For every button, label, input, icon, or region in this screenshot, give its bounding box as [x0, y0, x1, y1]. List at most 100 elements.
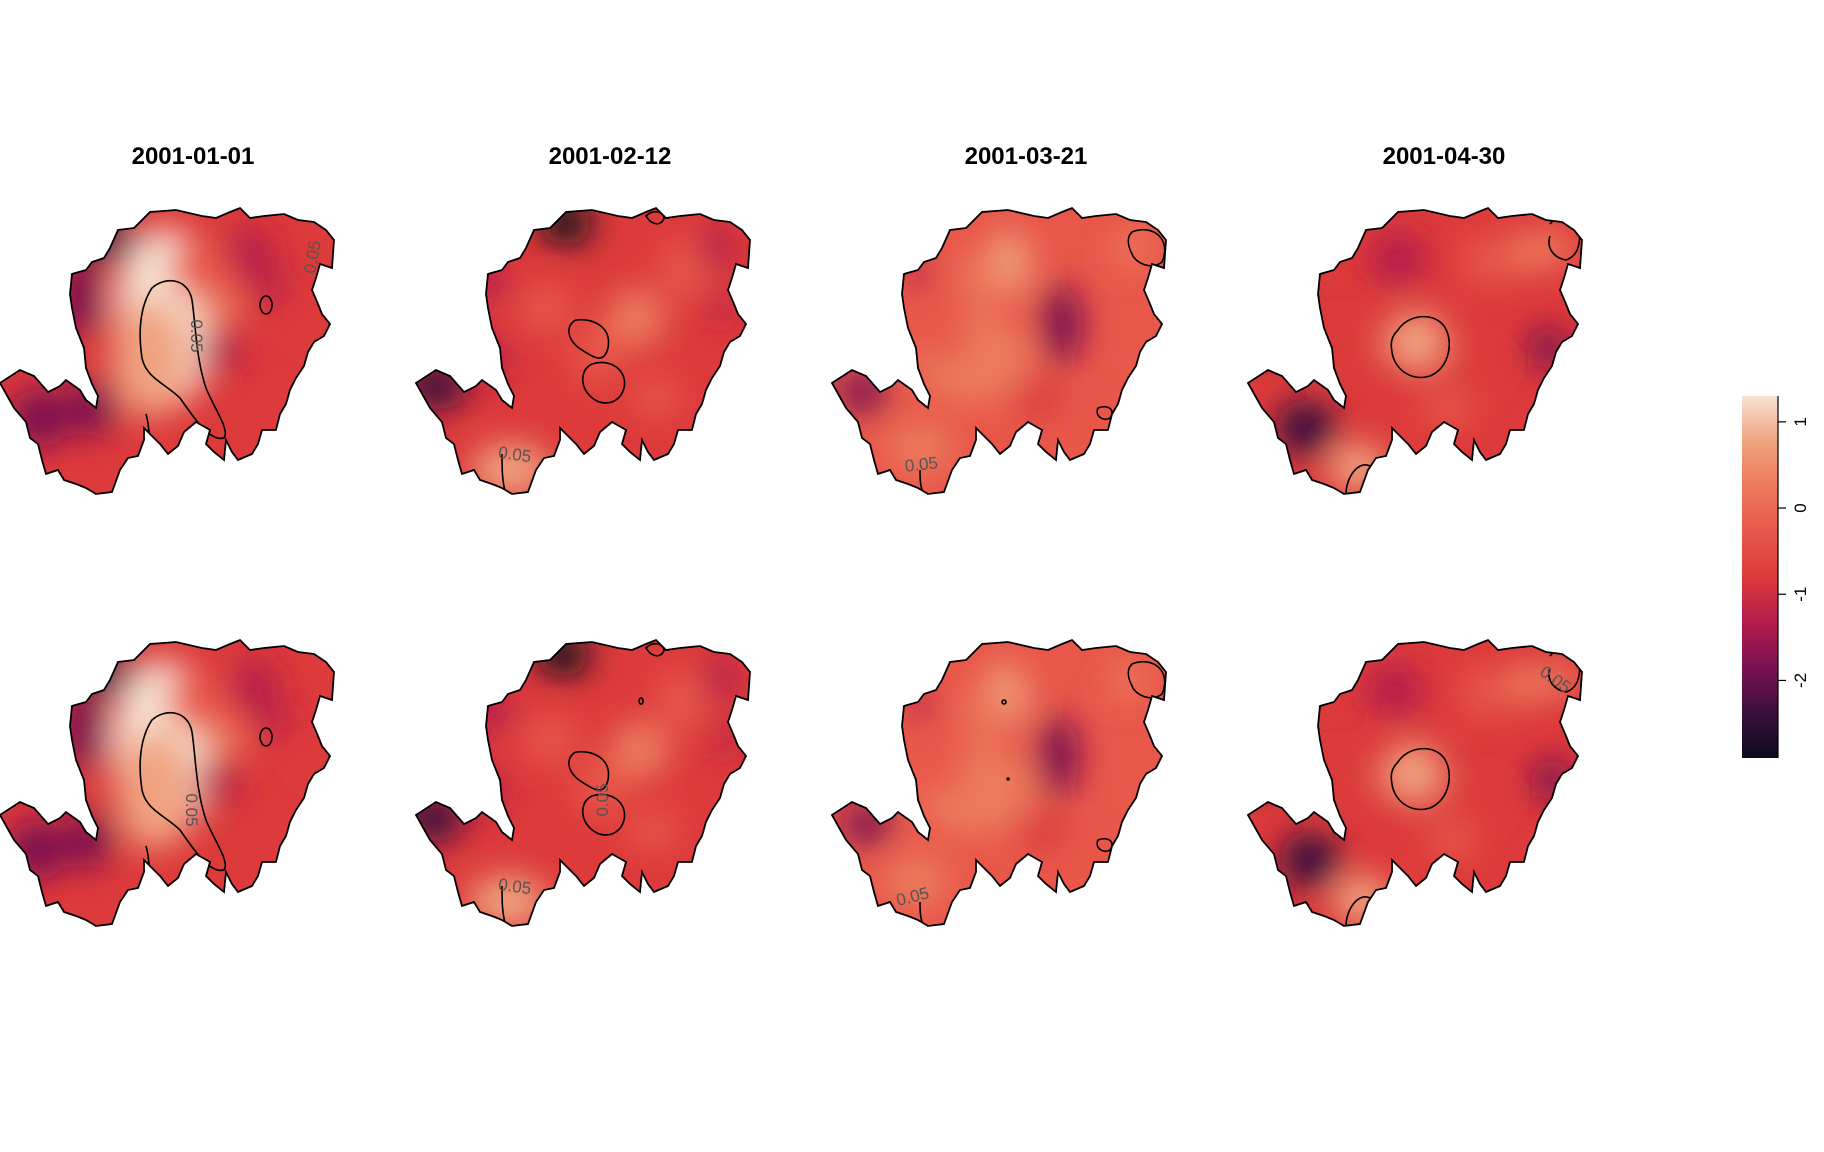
map-panel-2-2001-02-12: 0.05 0.05 — [414, 638, 751, 927]
legend-colorbar — [1742, 396, 1778, 758]
surface-fill — [416, 640, 750, 926]
region-boundary — [414, 638, 751, 927]
legend-tick-label: -1 — [1791, 587, 1810, 602]
legend-tick-label: -2 — [1791, 673, 1810, 688]
contour-line — [1001, 699, 1007, 705]
surface-patch — [540, 208, 592, 245]
contour-label: 0.05 — [904, 453, 939, 475]
surface-patch — [702, 658, 738, 702]
region-boundary — [0, 206, 335, 495]
surface-patch — [913, 742, 965, 794]
surface-patch — [258, 702, 290, 738]
contour-line — [644, 210, 665, 225]
surface-patch — [886, 422, 954, 474]
region-boundary — [830, 638, 1167, 927]
contour-line — [581, 793, 626, 836]
surface-patch — [1065, 834, 1105, 866]
contour-label: 0.05 — [497, 443, 532, 466]
surface-fill — [0, 640, 334, 926]
contour-line — [644, 642, 665, 657]
surface-patch — [1426, 820, 1478, 860]
surface-patch — [916, 310, 968, 362]
map-panel-1-2001-04-30 — [1246, 206, 1583, 495]
surface-patch — [1309, 754, 1361, 806]
surface-patch — [58, 258, 102, 338]
surface-patch — [1012, 378, 1064, 418]
surface-patch — [962, 684, 1010, 736]
surface-patch — [197, 760, 241, 804]
contour-line — [568, 318, 610, 359]
surface-patch — [198, 288, 242, 328]
surface-patch — [10, 388, 70, 448]
surface-patch — [576, 758, 624, 818]
surface-patch — [610, 720, 670, 780]
map-panel-2-2001-03-21: 0.05 — [830, 638, 1167, 927]
surface-patch — [1039, 716, 1079, 796]
legend-tick-label: 0 — [1791, 503, 1810, 512]
surface-patch — [883, 854, 951, 906]
contour-line — [259, 295, 273, 315]
surface-patch — [1462, 234, 1514, 286]
surface-patch — [200, 328, 244, 372]
contour-lines — [919, 660, 1166, 926]
contour-line — [259, 727, 273, 747]
surface-patch — [1507, 662, 1547, 706]
contour-line — [139, 711, 227, 872]
surface-patch — [1422, 388, 1474, 428]
contour-line — [1390, 747, 1451, 811]
map-panel-2-2001-04-30: 0.05 — [1246, 638, 1583, 927]
surface-patch — [226, 227, 274, 279]
surface-patch — [1248, 710, 1295, 786]
surface-patch — [202, 720, 246, 760]
surface-patch — [1280, 832, 1340, 888]
surface-patch — [230, 659, 278, 711]
surface-patch — [1460, 778, 1504, 822]
panel-title-2001-04-30: 2001-04-30 — [1383, 143, 1506, 170]
contour-line — [1096, 837, 1113, 853]
map-panel-1-2001-02-12: 0.05 — [414, 206, 751, 495]
surface-patch — [1042, 284, 1082, 364]
surface-patch — [296, 308, 324, 348]
contour-label: 0.05 — [593, 783, 612, 816]
contour-line — [1006, 777, 1010, 781]
legend-tick-label: 1 — [1791, 417, 1810, 426]
surface-patch — [1456, 346, 1500, 390]
surface-patch — [1459, 666, 1511, 718]
map-panel-1-2001-01-01: 0.050.05 — [0, 206, 335, 495]
color-legend: 1 0 -1 -2 — [1742, 396, 1810, 758]
panel-title-2001-02-12: 2001-02-12 — [549, 143, 672, 170]
surface-patch — [1540, 230, 1576, 266]
surface-patch — [453, 260, 509, 300]
map-panel-2-2001-01-01: 0.05 — [0, 638, 335, 927]
surface-patch — [116, 730, 192, 850]
surface-patch — [1510, 230, 1550, 274]
contour-line — [1127, 228, 1166, 267]
surface-patch — [112, 298, 188, 418]
surface-patch — [65, 812, 113, 868]
surface-patch — [1368, 232, 1428, 284]
contour-line — [1127, 660, 1166, 699]
surface-patch — [958, 252, 1006, 304]
surface-patch — [698, 226, 734, 270]
surface-patch — [170, 238, 230, 298]
surface-patch — [707, 294, 735, 322]
surface-patch — [1528, 326, 1568, 370]
surface-patch — [1248, 278, 1298, 354]
contour-line — [638, 697, 644, 705]
surface-patch — [518, 284, 574, 332]
panel-title-2001-01-01: 2001-01-01 — [132, 143, 255, 170]
contour-label: 0.05 — [187, 319, 206, 352]
surface-patch — [1114, 228, 1150, 268]
region-boundary — [414, 206, 751, 495]
surface-patch — [630, 378, 682, 418]
surface-fill — [416, 208, 750, 494]
map-panel-1-2001-03-21: 0.05 — [830, 206, 1167, 495]
surface-patch — [68, 380, 116, 436]
surface-patch — [416, 794, 465, 842]
region-boundary — [1246, 638, 1583, 927]
contour-line — [139, 279, 227, 440]
contour-label: 0.05 — [497, 875, 532, 898]
region-boundary — [830, 206, 1167, 495]
surface-patch — [1312, 322, 1364, 374]
